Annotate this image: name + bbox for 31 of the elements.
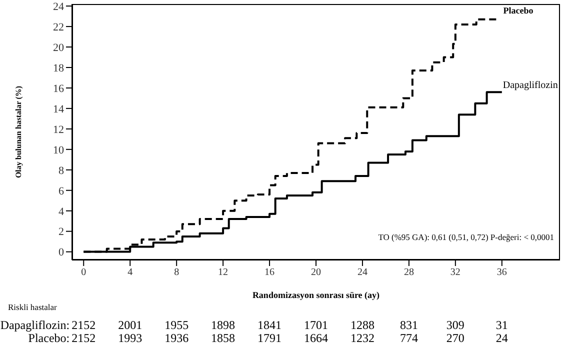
series-label: Dapagliflozin — [502, 80, 558, 92]
y-tick-label: 22 — [53, 21, 64, 34]
series-label: Placebo — [503, 5, 534, 16]
annotation: TO (%95 GA): 0,61 (0,51, 0,72) P-değeri: < 0,0001 — [378, 232, 554, 242]
x-tick-label: 32 — [450, 267, 460, 278]
y-tick-label: 2 — [58, 226, 64, 238]
x-tick-label: 20 — [311, 267, 321, 278]
y-tick-label: 20 — [53, 42, 64, 54]
y-tick-label: 6 — [58, 185, 64, 198]
x-axis-title: Randomizasyon sonrası süre (ay) — [252, 290, 380, 300]
y-tick-label: 4 — [58, 206, 64, 218]
text: Riskli hastalar — [8, 302, 57, 312]
x-tick-label: 36 — [496, 267, 507, 278]
x-tick-label: 16 — [264, 267, 275, 278]
y-axis-title: Olay bulunan hastalar (%) — [14, 86, 23, 178]
y-tick-label: 14 — [53, 103, 64, 116]
y-tick-label: 24 — [53, 0, 64, 13]
x-tick-label: 28 — [404, 267, 414, 278]
y-tick-label: 8 — [58, 164, 64, 177]
x-tick-label: 0 — [81, 267, 86, 278]
y-tick-label: 18 — [53, 62, 64, 74]
y-tick-label: 16 — [53, 82, 64, 95]
x-tick-label: 4 — [128, 267, 133, 278]
x-tick-label: 8 — [174, 267, 180, 278]
text: Placebo: 2152 1993 1936 1858 1791 1664 1232 774 270 24 — [28, 331, 508, 345]
text: Dapagliflozin: 2152 2001 1955 1898 1841 1701 1288 831 309 31 — [0, 318, 508, 332]
y-tick-label: 0 — [58, 246, 64, 259]
y-tick-label: 12 — [53, 124, 64, 136]
x-tick-label: 24 — [357, 267, 368, 278]
x-tick-label: 12 — [218, 267, 228, 278]
y-tick-label: 10 — [53, 144, 64, 156]
